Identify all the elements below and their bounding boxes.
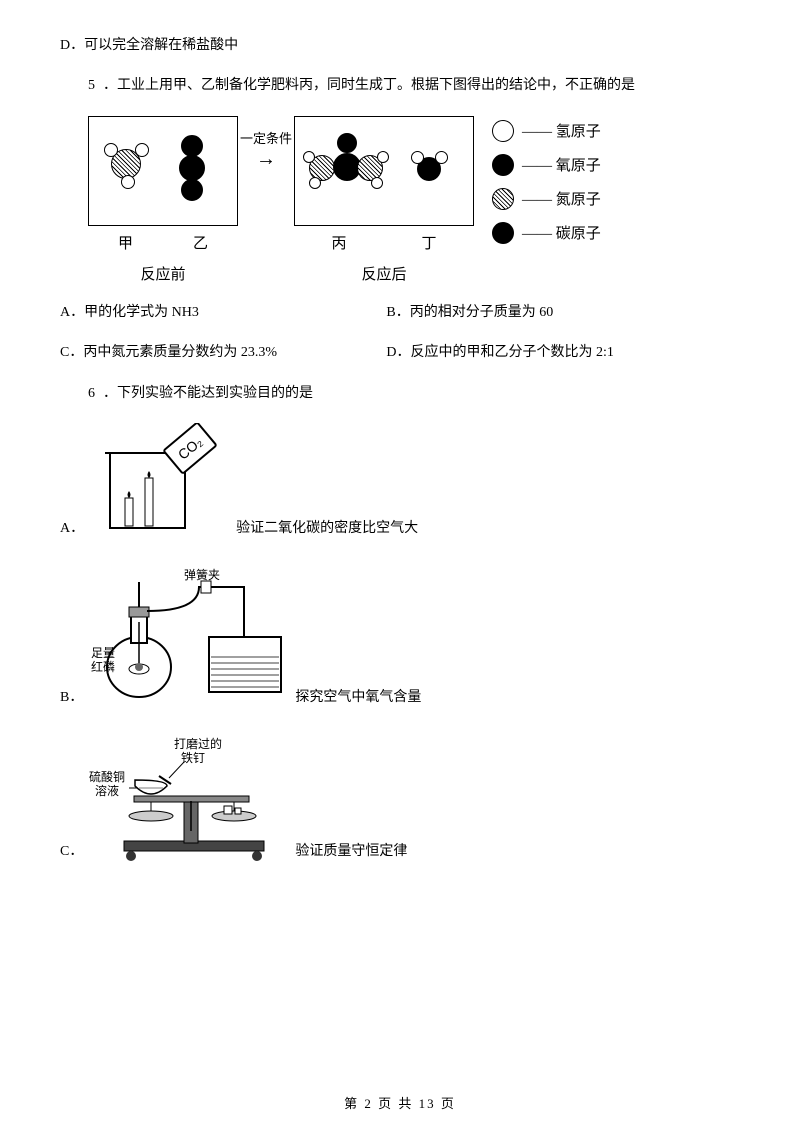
phos-label-2: 红磷 [91, 659, 115, 674]
sub-after: 反应后 [362, 263, 407, 284]
cuso4-label-1: 硫酸铜 [89, 769, 125, 784]
q6-a-letter: A． [60, 517, 84, 543]
q5-arrow: 一定条件 → [238, 116, 294, 226]
q6-number: 6 [88, 383, 95, 405]
legend-c-label: —— 碳原子 [522, 222, 601, 243]
label-jia: 甲 [118, 232, 133, 253]
q5-opt-d: D．反应中的甲和乙分子个数比为 2:1 [386, 342, 740, 364]
legend-n: —— 氮原子 [492, 188, 601, 210]
legend-c: —— 碳原子 [492, 222, 601, 244]
q4-option-d: D．可以完全溶解在稀盐酸中 [60, 35, 740, 57]
q5-panel-after: 丙 丁 反应后 [294, 116, 474, 284]
page-footer: 第 2 页 共 13 页 [0, 1093, 800, 1112]
sub-before: 反应前 [140, 263, 185, 284]
label-bing: 丙 [332, 232, 347, 253]
q5-panel2 [294, 116, 474, 226]
legend-n-label: —— 氮原子 [522, 188, 601, 209]
q6-stem: ．下列实验不能达到实验目的的是 [103, 383, 313, 405]
q5-panel1 [88, 116, 238, 226]
q6-c-figure: 打磨过的 铁钉 硫酸铜 溶液 [89, 736, 289, 866]
q6-c-letter: C． [60, 840, 83, 866]
q6-b-letter: B． [60, 686, 83, 712]
q5-opt-b: B．丙的相对分子质量为 60 [386, 302, 740, 324]
legend-o: —— 氧原子 [492, 154, 601, 176]
q6-a-caption: 验证二氧化碳的密度比空气大 [236, 517, 418, 543]
label-ding: 丁 [422, 232, 437, 253]
clip-label: 弹簧夹 [184, 567, 220, 582]
q6-stem-row: 6 ．下列实验不能达到实验目的的是 [60, 383, 740, 405]
arrow-icon: → [256, 149, 276, 169]
q5-panel-before: 甲 乙 反应前 [88, 116, 238, 284]
label-yi: 乙 [193, 232, 208, 253]
q5-diagram: 甲 乙 反应前 一定条件 → 丙 丁 反应后 [88, 116, 740, 284]
q5-legend: —— 氢原子 —— 氧原子 —— 氮原子 —— 碳原子 [492, 116, 601, 256]
phos-label-1: 足量 [91, 646, 115, 660]
q6-a-figure: CO₂ [90, 423, 230, 543]
q5-options-row1: A．甲的化学式为 NH3 B．丙的相对分子质量为 60 [60, 302, 740, 324]
q6-item-b: B． 弹簧夹 足量 红磷 探究空气中氧气含量 [60, 567, 740, 712]
q6-b-caption: 探究空气中氧气含量 [295, 686, 421, 712]
legend-h-label: —— 氢原子 [522, 120, 601, 141]
cuso4-label-2: 溶液 [95, 783, 119, 798]
q6-item-c: C． 打磨过的 铁钉 硫酸铜 溶液 验证质量守恒定律 [60, 736, 740, 866]
q5-number: 5 [88, 75, 95, 97]
legend-h: —— 氢原子 [492, 120, 601, 142]
q5-opt-a: A．甲的化学式为 NH3 [60, 302, 386, 324]
q6-item-a: A． CO₂ 验证二氧化碳的密度比空气大 [60, 423, 740, 543]
q5-options-row2: C．丙中氮元素质量分数约为 23.3% D．反应中的甲和乙分子个数比为 2:1 [60, 342, 740, 364]
q6-c-caption: 验证质量守恒定律 [295, 840, 407, 866]
nail-label-2: 铁钉 [181, 751, 205, 765]
arrow-label: 一定条件 [240, 128, 292, 147]
q5-stem: ．工业上用甲、乙制备化学肥料丙，同时生成丁。根据下图得出的结论中，不正确的是 [103, 75, 635, 97]
q5-stem-row: 5 ．工业上用甲、乙制备化学肥料丙，同时生成丁。根据下图得出的结论中，不正确的是 [60, 75, 740, 97]
q5-opt-c: C．丙中氮元素质量分数约为 23.3% [60, 342, 386, 364]
nail-label-1: 打磨过的 [174, 736, 222, 751]
legend-o-label: —— 氧原子 [522, 154, 601, 175]
q6-b-figure: 弹簧夹 足量 红磷 [89, 567, 289, 712]
